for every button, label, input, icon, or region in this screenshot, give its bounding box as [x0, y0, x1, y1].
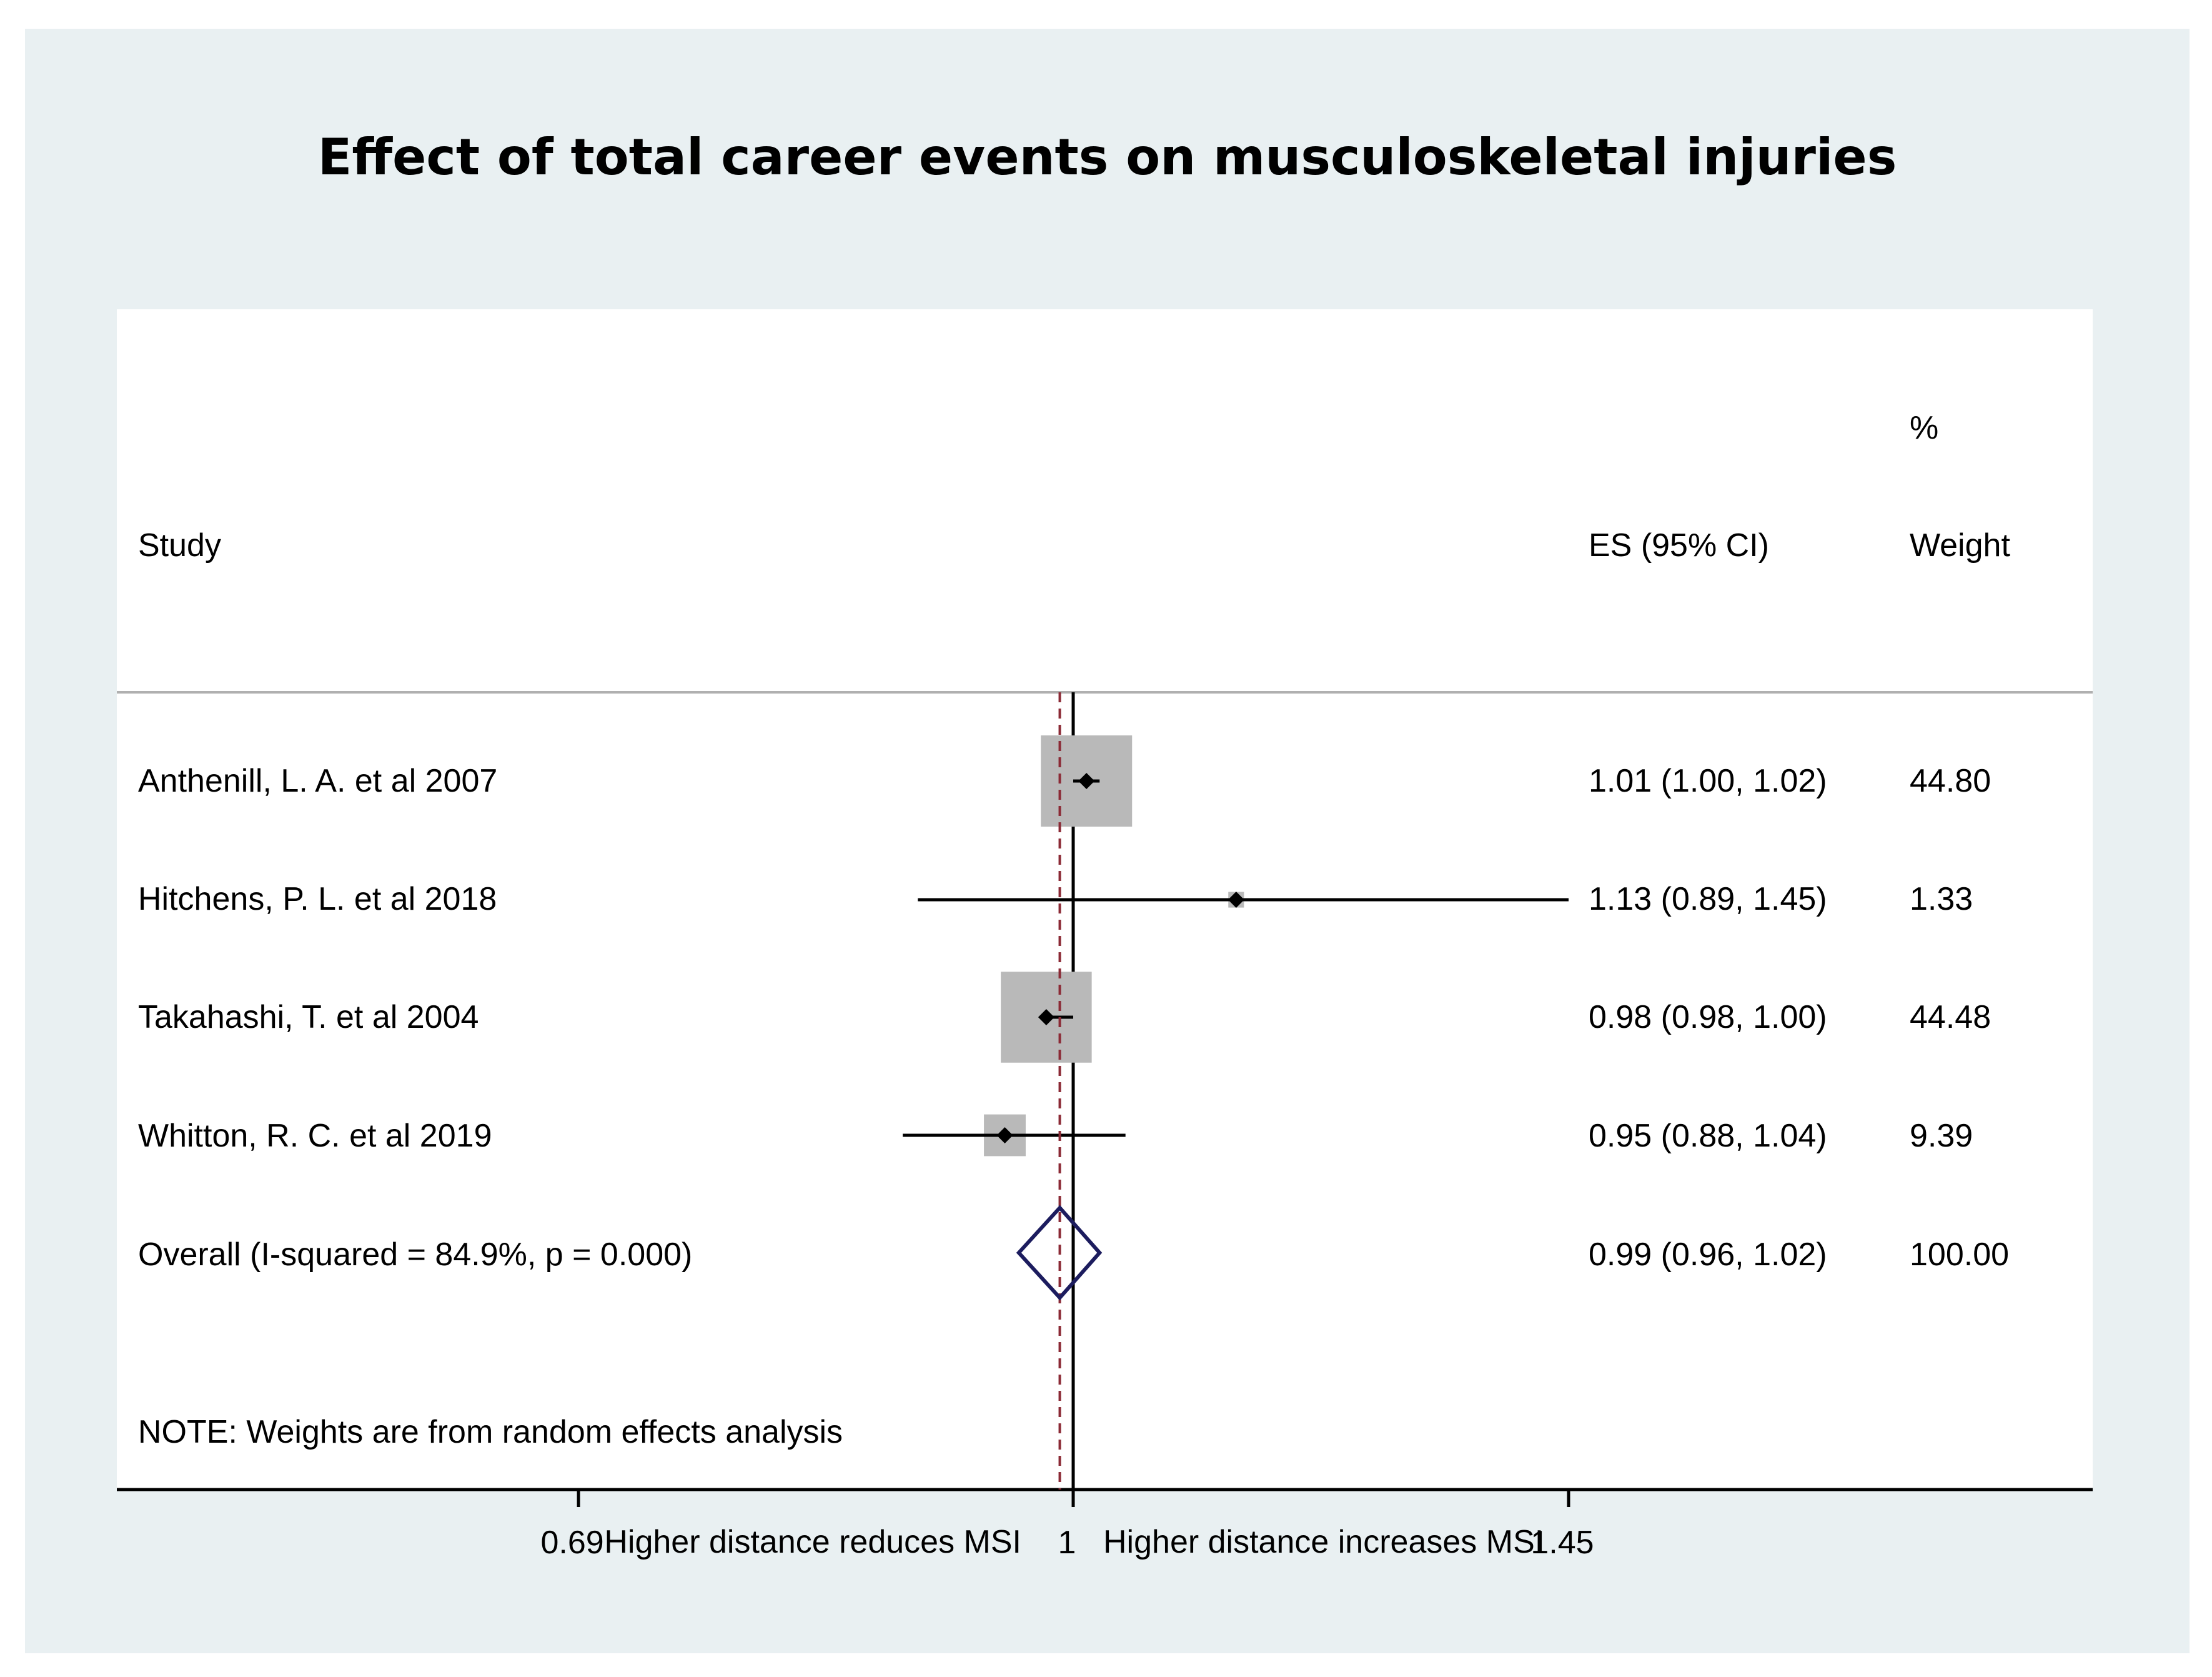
overall-label: Overall (I-squared = 84.9%, p = 0.000)	[138, 1237, 693, 1273]
x-tick-label-2: 1	[1058, 1525, 1076, 1561]
study-weight-1: 44.80	[1910, 763, 1991, 799]
x-tick-label-3: 1.45	[1530, 1525, 1594, 1561]
study-es-4: 0.95 (0.88, 1.04)	[1589, 1118, 1827, 1154]
study-point-2	[1228, 892, 1244, 908]
column-header-study: Study	[138, 527, 221, 564]
x-tick-label-1: 0.69	[540, 1525, 603, 1561]
study-weight-4: 9.39	[1910, 1118, 1973, 1154]
column-header-es: ES (95% CI)	[1589, 527, 1769, 564]
x-axis-label-right: Higher distance increases MSI	[1103, 1524, 1544, 1560]
study-label-3: Takahashi, T. et al 2004	[138, 999, 479, 1035]
study-es-1: 1.01 (1.00, 1.02)	[1589, 763, 1827, 799]
study-weight-2: 1.33	[1910, 881, 1973, 917]
overall-diamond	[1016, 1205, 1103, 1301]
study-label-4: Whitton, R. C. et al 2019	[138, 1118, 492, 1154]
study-label-2: Hitchens, P. L. et al 2018	[138, 881, 497, 917]
study-es-3: 0.98 (0.98, 1.00)	[1589, 999, 1827, 1035]
column-header-weight: Weight	[1910, 527, 2010, 564]
overall-es: 0.99 (0.96, 1.02)	[1589, 1237, 1827, 1273]
study-point-4	[996, 1127, 1013, 1143]
note-text: NOTE: Weights are from random effects an…	[138, 1414, 843, 1450]
column-header-weight-percent: %	[1910, 410, 1939, 446]
study-point-3	[1038, 1009, 1054, 1025]
chart-title: Effect of total career events on musculo…	[317, 128, 1897, 186]
x-axis-label-left: Higher distance reduces MSI	[604, 1524, 1021, 1560]
study-point-1	[1078, 773, 1095, 789]
study-weight-3: 44.48	[1910, 999, 1991, 1035]
study-label-1: Anthenill, L. A. et al 2007	[138, 763, 498, 799]
study-es-2: 1.13 (0.89, 1.45)	[1589, 881, 1827, 917]
overall-weight: 100.00	[1910, 1237, 2010, 1273]
